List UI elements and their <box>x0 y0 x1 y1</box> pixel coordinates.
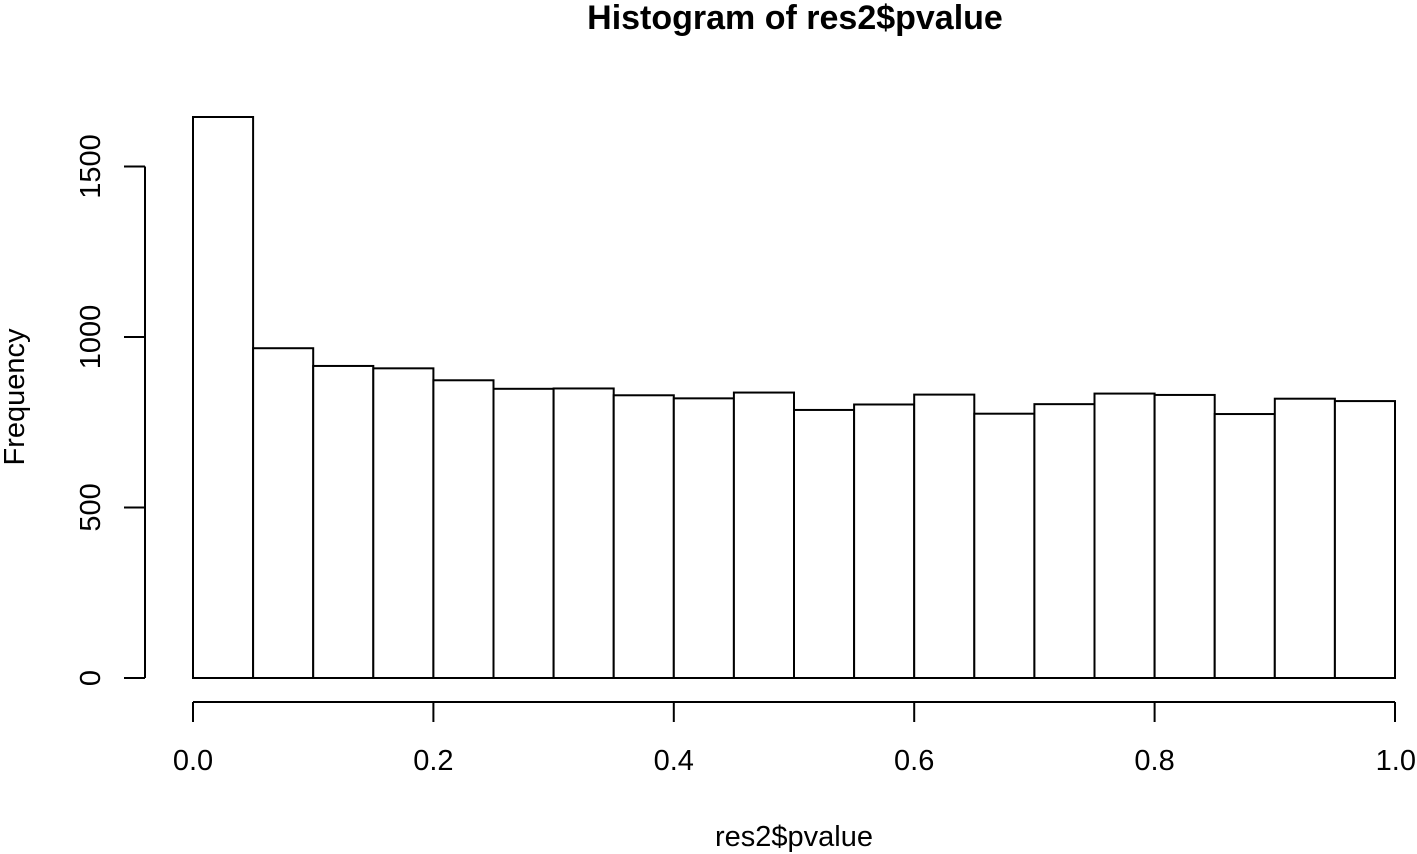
y-axis-label: Frequency <box>0 328 31 466</box>
y-tick-label: 1500 <box>75 134 107 199</box>
histogram-bar <box>432 379 495 679</box>
histogram-bar <box>252 347 315 679</box>
histogram-bar <box>372 367 435 679</box>
histogram-bar <box>1093 392 1156 679</box>
histogram-bar <box>973 412 1036 679</box>
y-tick-label: 0 <box>75 670 107 686</box>
histogram-bar <box>853 403 916 679</box>
histogram-bar <box>672 397 735 679</box>
x-tick-label: 0.2 <box>413 745 453 777</box>
histogram-bar <box>793 408 856 679</box>
histogram-bar <box>1273 397 1336 679</box>
histogram-bar <box>192 116 255 679</box>
x-tick-label: 0.8 <box>1134 745 1174 777</box>
histogram-bar <box>1333 400 1397 679</box>
histogram-bar <box>552 387 615 679</box>
chart-title: Histogram of res2$pvalue <box>587 0 1003 37</box>
histogram-bar <box>612 394 675 679</box>
histogram-bar <box>492 387 555 679</box>
x-tick-label: 0.4 <box>654 745 694 777</box>
histogram-bar <box>913 393 976 679</box>
y-tick-label: 1000 <box>75 305 107 370</box>
histogram-bar <box>312 364 375 679</box>
histogram-bar <box>1153 393 1216 679</box>
x-axis: 0.0 0.2 0.4 0.6 0.8 1.0 <box>173 701 1416 777</box>
x-tick-label: 0.0 <box>173 745 213 777</box>
x-axis-label: res2$pvalue <box>715 821 873 853</box>
y-tick-label: 500 <box>75 483 107 531</box>
bars-group <box>192 116 1397 679</box>
x-tick-label: 1.0 <box>1376 745 1416 777</box>
histogram-bar <box>732 391 796 679</box>
x-tick-label: 0.6 <box>894 745 934 777</box>
histogram-bar <box>1033 403 1096 679</box>
histogram-bar <box>1213 413 1276 679</box>
y-axis: 0 500 1000 1500 <box>75 134 146 686</box>
